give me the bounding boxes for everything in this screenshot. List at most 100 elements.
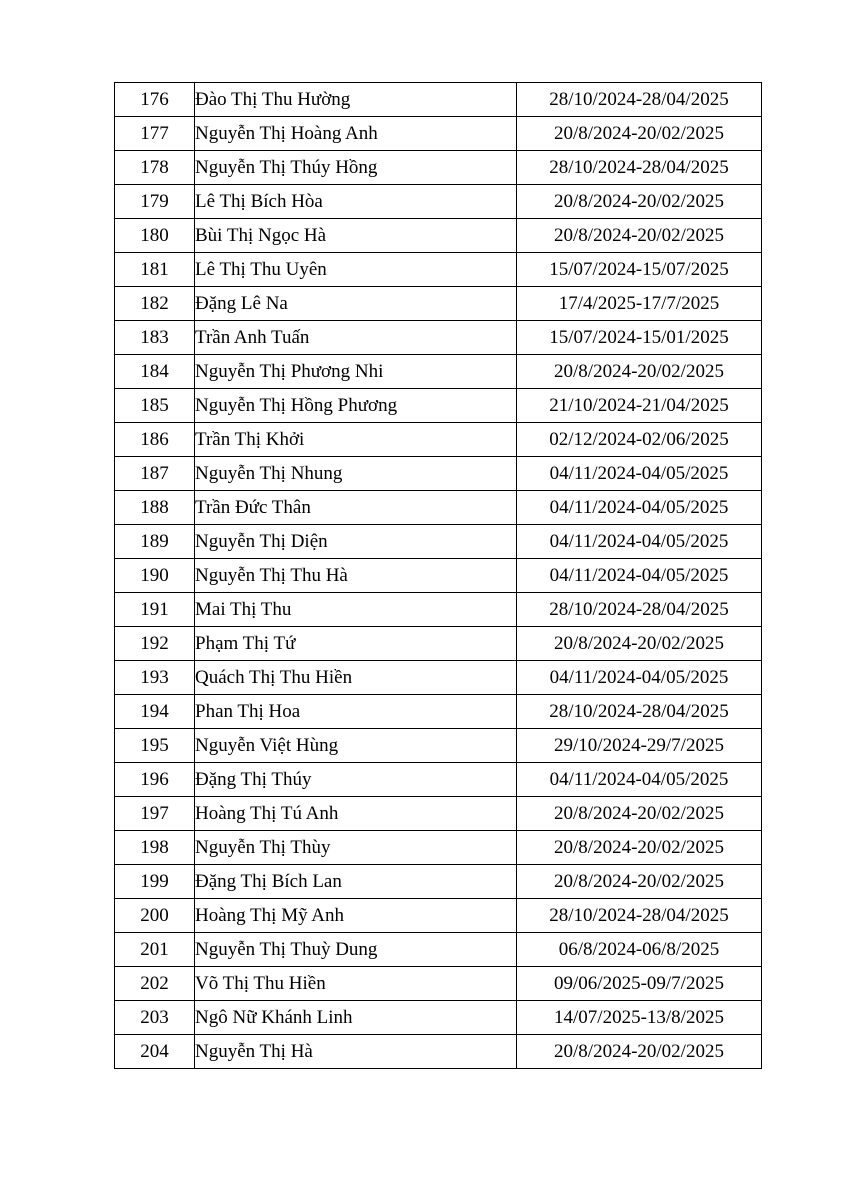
validity-period-cell: 20/8/2024-20/02/2025 bbox=[516, 830, 762, 865]
validity-period-cell: 20/8/2024-20/02/2025 bbox=[516, 864, 762, 899]
validity-period-cell: 14/07/2025-13/8/2025 bbox=[516, 1000, 762, 1035]
row-number-cell: 189 bbox=[114, 524, 195, 559]
row-number-cell: 197 bbox=[114, 796, 195, 831]
validity-period-cell: 04/11/2024-04/05/2025 bbox=[516, 524, 762, 559]
roster-table: 176 Đào Thị Thu Hường 28/10/2024-28/04/2… bbox=[114, 82, 762, 1069]
row-number-cell: 180 bbox=[114, 218, 195, 253]
person-name-cell: Trần Đức Thân bbox=[194, 490, 517, 525]
table-row: 202 Võ Thị Thu Hiền 09/06/2025-09/7/2025 bbox=[114, 966, 762, 1001]
person-name-cell: Nguyễn Thị Thuỳ Dung bbox=[194, 932, 517, 967]
row-number-cell: 198 bbox=[114, 830, 195, 865]
row-number-cell: 199 bbox=[114, 864, 195, 899]
person-name-cell: Trần Thị Khởi bbox=[194, 422, 517, 457]
table-row: 194 Phan Thị Hoa 28/10/2024-28/04/2025 bbox=[114, 694, 762, 729]
row-number-cell: 204 bbox=[114, 1034, 195, 1069]
table-row: 186 Trần Thị Khởi 02/12/2024-02/06/2025 bbox=[114, 422, 762, 457]
validity-period-cell: 15/07/2024-15/07/2025 bbox=[516, 252, 762, 287]
person-name-cell: Hoàng Thị Tú Anh bbox=[194, 796, 517, 831]
validity-period-cell: 09/06/2025-09/7/2025 bbox=[516, 966, 762, 1001]
validity-period-cell: 28/10/2024-28/04/2025 bbox=[516, 694, 762, 729]
person-name-cell: Lê Thị Thu Uyên bbox=[194, 252, 517, 287]
validity-period-cell: 21/10/2024-21/04/2025 bbox=[516, 388, 762, 423]
table-row: 193 Quách Thị Thu Hiền 04/11/2024-04/05/… bbox=[114, 660, 762, 695]
person-name-cell: Nguyễn Thị Hà bbox=[194, 1034, 517, 1069]
validity-period-cell: 28/10/2024-28/04/2025 bbox=[516, 150, 762, 185]
table-row: 201 Nguyễn Thị Thuỳ Dung 06/8/2024-06/8/… bbox=[114, 932, 762, 967]
person-name-cell: Phan Thị Hoa bbox=[194, 694, 517, 729]
validity-period-cell: 28/10/2024-28/04/2025 bbox=[516, 898, 762, 933]
table-row: 181 Lê Thị Thu Uyên 15/07/2024-15/07/202… bbox=[114, 252, 762, 287]
row-number-cell: 190 bbox=[114, 558, 195, 593]
person-name-cell: Nguyễn Thị Diện bbox=[194, 524, 517, 559]
table-row: 198 Nguyễn Thị Thùy 20/8/2024-20/02/2025 bbox=[114, 830, 762, 865]
row-number-cell: 186 bbox=[114, 422, 195, 457]
validity-period-cell: 28/10/2024-28/04/2025 bbox=[516, 592, 762, 627]
validity-period-cell: 04/11/2024-04/05/2025 bbox=[516, 490, 762, 525]
validity-period-cell: 04/11/2024-04/05/2025 bbox=[516, 660, 762, 695]
person-name-cell: Mai Thị Thu bbox=[194, 592, 517, 627]
person-name-cell: Nguyễn Thị Thùy bbox=[194, 830, 517, 865]
validity-period-cell: 20/8/2024-20/02/2025 bbox=[516, 184, 762, 219]
table-row: 179 Lê Thị Bích Hòa 20/8/2024-20/02/2025 bbox=[114, 184, 762, 219]
row-number-cell: 192 bbox=[114, 626, 195, 661]
person-name-cell: Ngô Nữ Khánh Linh bbox=[194, 1000, 517, 1035]
validity-period-cell: 02/12/2024-02/06/2025 bbox=[516, 422, 762, 457]
table-row: 187 Nguyễn Thị Nhung 04/11/2024-04/05/20… bbox=[114, 456, 762, 491]
person-name-cell: Nguyễn Thị Thu Hà bbox=[194, 558, 517, 593]
table-row: 185 Nguyễn Thị Hồng Phương 21/10/2024-21… bbox=[114, 388, 762, 423]
table-row: 197 Hoàng Thị Tú Anh 20/8/2024-20/02/202… bbox=[114, 796, 762, 831]
person-name-cell: Quách Thị Thu Hiền bbox=[194, 660, 517, 695]
table-row: 200 Hoàng Thị Mỹ Anh 28/10/2024-28/04/20… bbox=[114, 898, 762, 933]
row-number-cell: 183 bbox=[114, 320, 195, 355]
person-name-cell: Đặng Lê Na bbox=[194, 286, 517, 321]
person-name-cell: Đặng Thị Bích Lan bbox=[194, 864, 517, 899]
person-name-cell: Nguyễn Thị Thúy Hồng bbox=[194, 150, 517, 185]
row-number-cell: 178 bbox=[114, 150, 195, 185]
row-number-cell: 185 bbox=[114, 388, 195, 423]
table-row: 192 Phạm Thị Tứ 20/8/2024-20/02/2025 bbox=[114, 626, 762, 661]
table-row: 182 Đặng Lê Na 17/4/2025-17/7/2025 bbox=[114, 286, 762, 321]
table-row: 188 Trần Đức Thân 04/11/2024-04/05/2025 bbox=[114, 490, 762, 525]
table-row: 183 Trần Anh Tuấn 15/07/2024-15/01/2025 bbox=[114, 320, 762, 355]
validity-period-cell: 20/8/2024-20/02/2025 bbox=[516, 218, 762, 253]
person-name-cell: Võ Thị Thu Hiền bbox=[194, 966, 517, 1001]
row-number-cell: 202 bbox=[114, 966, 195, 1001]
row-number-cell: 196 bbox=[114, 762, 195, 797]
table-row: 203 Ngô Nữ Khánh Linh 14/07/2025-13/8/20… bbox=[114, 1000, 762, 1035]
person-name-cell: Nguyễn Thị Hồng Phương bbox=[194, 388, 517, 423]
validity-period-cell: 17/4/2025-17/7/2025 bbox=[516, 286, 762, 321]
person-name-cell: Phạm Thị Tứ bbox=[194, 626, 517, 661]
row-number-cell: 179 bbox=[114, 184, 195, 219]
validity-period-cell: 04/11/2024-04/05/2025 bbox=[516, 456, 762, 491]
table-row: 189 Nguyễn Thị Diện 04/11/2024-04/05/202… bbox=[114, 524, 762, 559]
table-row: 204 Nguyễn Thị Hà 20/8/2024-20/02/2025 bbox=[114, 1034, 762, 1069]
row-number-cell: 200 bbox=[114, 898, 195, 933]
validity-period-cell: 20/8/2024-20/02/2025 bbox=[516, 354, 762, 389]
roster-table-body: 176 Đào Thị Thu Hường 28/10/2024-28/04/2… bbox=[114, 82, 762, 1069]
row-number-cell: 181 bbox=[114, 252, 195, 287]
person-name-cell: Trần Anh Tuấn bbox=[194, 320, 517, 355]
person-name-cell: Hoàng Thị Mỹ Anh bbox=[194, 898, 517, 933]
validity-period-cell: 20/8/2024-20/02/2025 bbox=[516, 116, 762, 151]
table-row: 176 Đào Thị Thu Hường 28/10/2024-28/04/2… bbox=[114, 82, 762, 117]
table-row: 199 Đặng Thị Bích Lan 20/8/2024-20/02/20… bbox=[114, 864, 762, 899]
table-row: 180 Bùi Thị Ngọc Hà 20/8/2024-20/02/2025 bbox=[114, 218, 762, 253]
validity-period-cell: 20/8/2024-20/02/2025 bbox=[516, 1034, 762, 1069]
row-number-cell: 188 bbox=[114, 490, 195, 525]
row-number-cell: 176 bbox=[114, 82, 195, 117]
table-row: 191 Mai Thị Thu 28/10/2024-28/04/2025 bbox=[114, 592, 762, 627]
validity-period-cell: 20/8/2024-20/02/2025 bbox=[516, 626, 762, 661]
table-row: 178 Nguyễn Thị Thúy Hồng 28/10/2024-28/0… bbox=[114, 150, 762, 185]
validity-period-cell: 28/10/2024-28/04/2025 bbox=[516, 82, 762, 117]
person-name-cell: Nguyễn Thị Phương Nhi bbox=[194, 354, 517, 389]
validity-period-cell: 15/07/2024-15/01/2025 bbox=[516, 320, 762, 355]
person-name-cell: Nguyễn Thị Hoàng Anh bbox=[194, 116, 517, 151]
validity-period-cell: 20/8/2024-20/02/2025 bbox=[516, 796, 762, 831]
row-number-cell: 184 bbox=[114, 354, 195, 389]
row-number-cell: 201 bbox=[114, 932, 195, 967]
table-row: 177 Nguyễn Thị Hoàng Anh 20/8/2024-20/02… bbox=[114, 116, 762, 151]
person-name-cell: Nguyễn Việt Hùng bbox=[194, 728, 517, 763]
validity-period-cell: 04/11/2024-04/05/2025 bbox=[516, 558, 762, 593]
person-name-cell: Nguyễn Thị Nhung bbox=[194, 456, 517, 491]
